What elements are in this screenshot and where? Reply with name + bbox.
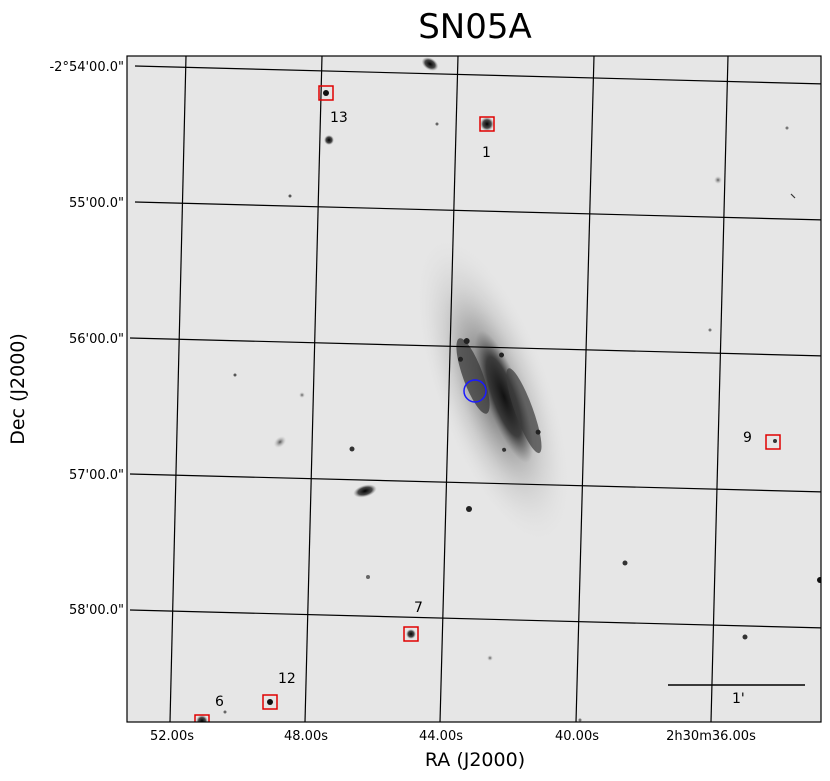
x-axis-label: RA (J2000) (425, 749, 525, 771)
ra-tick-label: 52.00s (150, 729, 194, 744)
host-galaxy (414, 233, 572, 547)
y-axis-label: Dec (J2000) (7, 333, 29, 445)
marker-labels: 13 1 9 7 12 6 (215, 110, 752, 710)
marker-label: 12 (278, 671, 296, 687)
companion-galaxy (353, 484, 377, 498)
marker-label: 6 (215, 694, 224, 710)
reference-star-boxes (194, 85, 781, 722)
ra-tick-label: 2h30m36.00s (666, 729, 756, 744)
edge-star (421, 57, 439, 71)
field-stars (196, 90, 821, 722)
dec-tick-label: 57'00.0" (69, 468, 124, 483)
marker-label: 7 (414, 600, 423, 616)
marker-box-12 (262, 694, 278, 710)
marker-box-6 (194, 714, 210, 722)
dec-tick-label: 55'00.0" (69, 196, 124, 211)
axes-frame (126, 55, 822, 723)
dec-tick-label: 56'00.0" (69, 332, 124, 347)
marker-label: 1 (482, 145, 491, 161)
faint-galaxy (273, 436, 287, 448)
marker-box-9 (765, 434, 781, 450)
image-panel: 13 1 9 7 12 6 1' (126, 55, 822, 723)
ra-tick-label: 40.00s (555, 729, 599, 744)
figure-title: SN05A (418, 7, 532, 47)
dec-tick-label: -2°54'00.0" (49, 60, 124, 75)
marker-box-7 (403, 626, 419, 642)
ra-tick-label: 44.00s (419, 729, 463, 744)
scale-bar-label: 1' (732, 691, 745, 707)
marker-box-1 (479, 116, 495, 132)
marker-label: 13 (330, 110, 348, 126)
dec-tick-labels: -2°54'00.0" 55'00.0" 56'00.0" 57'00.0" 5… (49, 60, 124, 618)
marker-box-13 (318, 85, 334, 101)
ra-tick-labels: 52.00s 48.00s 44.00s 40.00s 2h30m36.00s (150, 729, 756, 744)
target-circle (463, 379, 487, 403)
dec-tick-label: 58'00.0" (69, 603, 124, 618)
coordinate-grid (129, 56, 821, 722)
marker-label: 9 (743, 430, 752, 446)
ra-tick-label: 48.00s (284, 729, 328, 744)
sky-objects (129, 56, 821, 722)
